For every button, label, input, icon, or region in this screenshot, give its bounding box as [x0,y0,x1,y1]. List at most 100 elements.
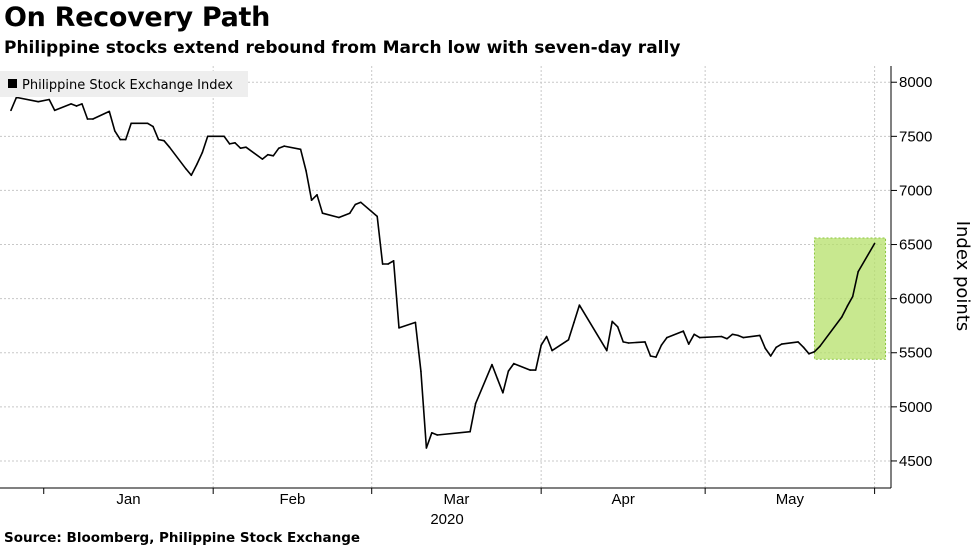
data-point [813,350,816,353]
data-point [92,118,94,120]
grid [0,66,891,488]
data-point [305,170,307,172]
y-tick-label: 7500 [899,128,932,145]
series-line-psei [10,96,876,449]
data-point [655,356,657,358]
data-point [163,139,165,142]
data-point [321,212,324,214]
data-point [502,391,504,394]
data-point [851,295,854,298]
x-tick-label: Feb [280,491,306,508]
data-point [10,109,12,112]
data-point [277,147,280,150]
data-point [545,335,548,338]
y-tick-label: 4500 [899,453,932,470]
data-point [146,122,149,125]
data-point [359,201,362,204]
data-point [802,346,805,349]
data-point [649,355,652,357]
data-point [775,346,778,349]
data-point [819,345,821,348]
data-point [491,363,493,366]
data-point [731,333,734,336]
y-tick-label: 6500 [899,237,932,254]
data-point [223,135,225,138]
data-point [469,430,471,433]
data-point [124,138,127,141]
data-point [808,353,810,355]
data-point [551,349,553,352]
y-tick-label: 7000 [899,182,932,199]
data-point [534,369,537,371]
chart-title: On Recovery Path [4,2,271,33]
data-point [354,203,357,206]
data-point [234,142,236,144]
data-point [436,434,439,436]
data-point [168,146,171,148]
data-point [578,304,581,306]
x-tick-label: Jan [116,491,140,508]
data-point [726,337,728,340]
data-point [267,153,269,156]
data-point [113,130,116,132]
data-point [698,336,701,339]
data-point [737,334,739,337]
data-point [616,325,619,328]
legend-label: Philippine Stock Exchange Index [22,78,233,93]
data-point [425,447,428,449]
data-point [529,369,532,371]
data-point [687,343,690,345]
data-point [474,402,477,405]
data-point [245,146,247,148]
data-point [627,342,630,344]
data-point [152,125,154,128]
data-point [195,163,198,166]
data-point [228,143,231,145]
data-point [857,270,860,273]
data-point [846,305,849,308]
data-point [206,135,209,138]
data-point [573,321,575,324]
data-point [622,341,624,343]
data-point [567,338,570,341]
chart-subtitle: Philippine stocks extend rebound from Ma… [4,38,681,58]
data-point [797,341,799,343]
data-point [682,330,685,332]
data-point [540,344,542,346]
data-point [759,334,761,337]
data-point [644,341,646,343]
data-point [190,174,193,177]
data-point [86,118,89,120]
legend-background [0,71,248,97]
data-point [316,193,318,196]
data-point [283,145,286,147]
data-point [398,327,400,329]
data-point [611,320,614,323]
data-point [742,336,745,339]
data-point [660,344,663,346]
data-point [414,321,417,324]
data-point [338,216,340,219]
data-point [130,122,132,125]
data-point [605,349,608,352]
data-point [272,155,275,157]
data-point [693,333,696,336]
data-point [376,215,378,218]
highlight-layer [813,237,887,360]
data-point [108,110,111,113]
data-point [873,242,876,245]
data-point [81,103,83,105]
y-tick-label: 5000 [899,399,932,416]
data-point [70,103,72,105]
data-point [381,263,384,265]
data-point [48,98,50,101]
data-point [666,336,668,339]
data-point [513,362,515,365]
data-point [261,158,264,160]
data-point [157,138,160,141]
data-point [349,212,351,214]
data-point [496,377,499,380]
data-point [387,263,389,265]
series-layer [10,96,876,449]
